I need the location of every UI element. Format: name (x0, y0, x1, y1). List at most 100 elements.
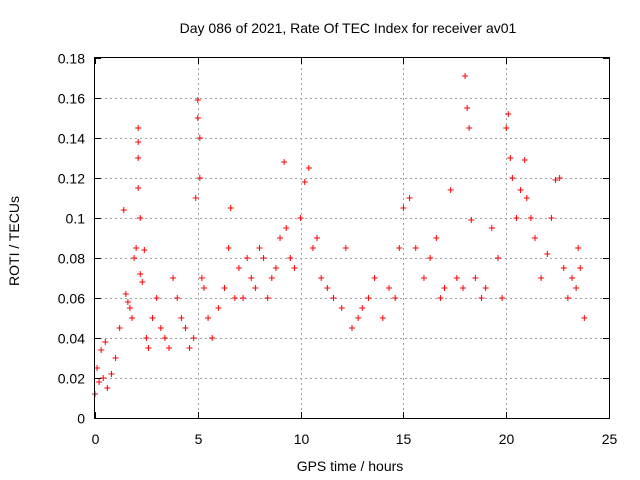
data-point (330, 295, 337, 301)
data-point (112, 355, 119, 361)
y-tick-label: 0.14 (58, 131, 85, 147)
x-axis-label: GPS time / hours (297, 458, 404, 474)
data-point (365, 295, 372, 301)
data-point (194, 115, 201, 121)
data-point (441, 285, 448, 291)
data-point (174, 295, 181, 301)
data-point (135, 155, 142, 161)
data-point (386, 285, 393, 291)
data-point (509, 175, 516, 181)
data-point (301, 179, 308, 185)
chart-title: Day 086 of 2021, Rate Of TEC Index for r… (180, 20, 517, 36)
y-tick-label: 0.06 (58, 291, 85, 307)
data-point (122, 291, 129, 297)
data-point (468, 217, 475, 223)
data-point (205, 315, 212, 321)
data-point (198, 275, 205, 281)
data-point (186, 345, 193, 351)
y-tick-labels: 0 0.02 0.04 0.06 0.08 0.1 0.12 0.14 0.16 0.18 (58, 51, 85, 427)
data-point (577, 265, 584, 271)
data-point (137, 271, 144, 277)
data-point (272, 265, 279, 271)
y-tick-label: 0.16 (58, 91, 85, 107)
data-point (488, 225, 495, 231)
data-point (342, 245, 349, 251)
data-point (548, 215, 555, 221)
data-point (153, 295, 160, 301)
data-point (505, 111, 512, 117)
data-point (248, 275, 255, 281)
data-point (120, 207, 127, 213)
data-point (231, 295, 238, 301)
data-points (92, 73, 588, 397)
data-point (581, 315, 588, 321)
y-tick-label: 0.18 (58, 51, 85, 67)
data-point (460, 285, 467, 291)
data-point (200, 285, 207, 291)
data-point (235, 265, 242, 271)
data-point (305, 165, 312, 171)
data-point (573, 285, 580, 291)
data-point (499, 295, 506, 301)
data-point (406, 195, 413, 201)
data-point (420, 275, 427, 281)
data-point (145, 345, 152, 351)
data-point (478, 295, 485, 301)
data-point (135, 185, 142, 191)
data-point (482, 285, 489, 291)
x-tick-label: 25 (602, 431, 618, 447)
y-axis-label: ROTI / TECUs (6, 196, 22, 286)
data-point (126, 305, 133, 311)
data-point (244, 255, 251, 261)
x-tick-label: 20 (499, 431, 515, 447)
data-point (507, 155, 514, 161)
data-point (221, 285, 228, 291)
data-point (196, 135, 203, 141)
data-point (412, 245, 419, 251)
data-point (291, 265, 298, 271)
data-point (131, 255, 138, 261)
data-point (437, 295, 444, 301)
data-point (100, 375, 107, 381)
x-tick-label: 5 (195, 431, 203, 447)
data-point (129, 315, 136, 321)
data-point (355, 315, 362, 321)
data-point (256, 245, 263, 251)
x-tick-label: 0 (92, 431, 100, 447)
data-point (318, 275, 325, 281)
data-point (108, 371, 115, 377)
data-point (170, 275, 177, 281)
data-point (309, 245, 316, 251)
data-point (462, 73, 469, 79)
data-point (324, 285, 331, 291)
data-point (96, 379, 103, 385)
y-tick-label: 0.04 (58, 331, 85, 347)
data-point (260, 255, 267, 261)
data-point (178, 315, 185, 321)
y-tick-label: 0.08 (58, 251, 85, 267)
y-tick-label: 0 (77, 411, 85, 427)
data-point (349, 325, 355, 331)
data-point (494, 255, 501, 261)
data-point (527, 215, 534, 221)
data-point (531, 235, 538, 241)
data-point (149, 315, 156, 321)
data-point (225, 245, 232, 251)
data-point (116, 325, 123, 331)
x-tick-labels: 0 5 10 15 20 25 (92, 431, 618, 447)
data-point (98, 347, 105, 353)
data-point (283, 225, 290, 231)
data-point (447, 187, 454, 193)
data-point (182, 325, 189, 331)
data-point (379, 315, 386, 321)
data-point (227, 205, 234, 211)
data-point (466, 125, 473, 131)
data-point (513, 215, 520, 221)
data-point (464, 105, 471, 111)
data-point (281, 159, 288, 165)
data-point (575, 245, 582, 251)
y-tick-label: 0.1 (66, 211, 86, 227)
data-point (523, 195, 530, 201)
data-point (161, 335, 168, 341)
data-point (338, 305, 345, 311)
